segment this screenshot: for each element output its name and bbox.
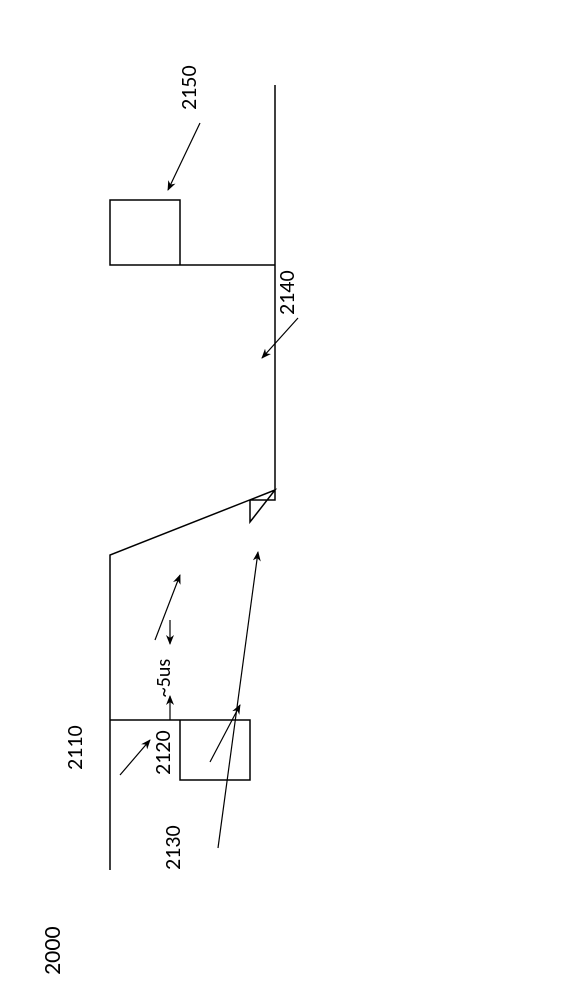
figure-number: 2000 xyxy=(38,926,67,975)
label-2130: 2130 xyxy=(159,825,186,870)
timing-diagram: 2110 2120 2130 2140 2150 ~5us 2000 xyxy=(0,0,584,1000)
callout-arrow-2120 xyxy=(210,705,240,762)
label-2120: 2120 xyxy=(149,730,176,775)
callout-arrow-2130 xyxy=(218,552,258,848)
duration-label: ~5us xyxy=(152,659,176,698)
label-2140: 2140 xyxy=(273,270,300,315)
callout-arrow-mid xyxy=(155,575,180,640)
callout-arrow-2150 xyxy=(168,123,200,190)
waveform-trace xyxy=(110,85,275,870)
label-2110: 2110 xyxy=(61,725,88,770)
callout-arrow-2140 xyxy=(262,318,298,358)
label-2150: 2150 xyxy=(175,65,202,110)
callout-arrow-2110 xyxy=(120,740,150,775)
